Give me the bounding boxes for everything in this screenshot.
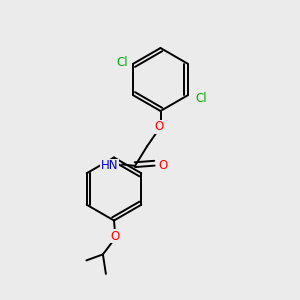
Text: HN: HN — [101, 159, 118, 172]
Text: O: O — [110, 230, 119, 243]
Text: Cl: Cl — [116, 56, 128, 69]
Text: O: O — [158, 159, 167, 172]
Text: O: O — [154, 120, 164, 134]
Text: Cl: Cl — [195, 92, 207, 105]
